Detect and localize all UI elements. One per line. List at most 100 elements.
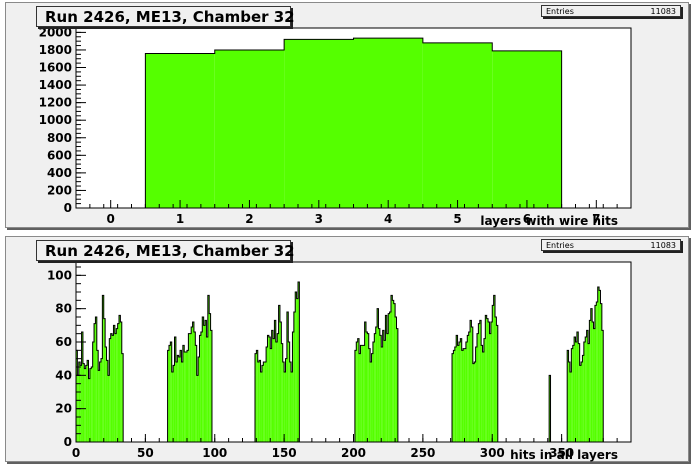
histogram-bin [202,317,204,442]
x-axis-title: layers with wire hits [480,214,618,228]
histogram-bin [367,333,369,442]
histogram-bin [590,308,593,442]
histogram-bin [585,337,587,442]
histogram-bin [579,365,582,442]
histogram-bin [120,322,122,442]
x-tick-label: 4 [384,212,392,226]
histogram-bin [463,348,465,442]
histogram-bin [597,287,600,442]
histogram-bin [214,49,285,208]
x-tick-label: 250 [410,446,435,460]
histogram-bin [492,305,494,442]
histogram-bin [456,335,458,442]
histogram-bin [568,362,570,442]
histogram-bin [549,375,551,442]
histogram-bin [581,362,583,442]
histogram-bin [356,342,358,442]
histogram-bin [257,362,260,442]
histogram-bin [377,308,379,442]
histogram-bin [354,350,357,442]
histogram-bin [464,348,466,442]
histogram-bin [209,313,211,442]
x-tick-label: 5 [453,212,461,226]
histogram-bin [483,338,486,442]
histogram-bin [489,333,491,442]
histogram-bin [574,337,576,442]
histogram-bin [596,302,598,442]
histogram-bin [599,290,601,442]
histogram-bin [385,315,387,442]
stats-box: Entries 11083 [541,5,681,17]
histogram-bin [182,345,185,442]
histogram-bin [117,323,120,442]
histogram-bin [592,322,594,442]
histogram-bin [392,300,394,442]
histogram-bin [110,333,113,442]
histogram-bin [395,317,397,442]
stats-box: Entries 11083 [541,239,681,251]
histogram-bin [479,320,482,442]
y-tick-label: 80 [55,302,72,316]
histogram-bin [601,330,604,442]
histogram-bin [461,350,464,442]
histogram-bin [353,38,423,208]
histogram-bin [99,362,101,442]
histogram-bin [486,318,489,442]
stats-entries-label: Entries [546,241,574,250]
histogram-bin [254,353,257,442]
histogram-bin [389,312,391,442]
histogram-bin [365,332,368,442]
histogram-bin [107,375,110,442]
histogram-bin [296,298,298,442]
y-tick-label: 1400 [39,78,72,92]
histogram-bin [360,345,362,442]
chart-title: Run 2426, ME13, Chamber 32 [36,6,295,27]
histogram-bin [422,42,493,208]
histogram-bin [292,332,294,442]
histogram-bin [167,350,169,442]
histogram-bin [175,362,178,442]
y-tick-label: 40 [55,368,72,382]
x-tick-label: 100 [202,446,227,460]
histogram-bin [286,312,289,442]
histogram-bin [112,335,114,442]
x-tick-label: 150 [272,446,297,460]
histogram-outline [75,281,604,442]
histogram-bin [88,378,90,442]
histogram-bin [192,322,194,442]
histogram-bin [85,365,88,442]
histogram-bin [121,353,124,442]
stats-entries-value: 11083 [650,7,676,16]
histogram-bin [375,327,378,442]
histogram-bin [102,295,104,442]
histogram-bin [109,338,111,442]
x-tick-label: 0 [72,446,80,460]
y-tick-label: 0 [64,201,72,215]
histogram-bin [100,358,103,442]
layers-histogram-plot: 0 200 400 600 800 1000 1200 1400 1600 1800 2000 0 1 2… [39,25,632,228]
histogram-bin [390,295,393,442]
histogram-bin [384,340,386,442]
x-tick-label: 2 [245,212,253,226]
histogram-bin [105,347,107,442]
histogram-bin [492,50,562,208]
histogram-bin [378,328,380,442]
histogram-bin [168,345,171,442]
histogram-bin [281,343,283,442]
histogram-outline [144,37,563,208]
histogram-bin [87,360,89,442]
histogram-bin [206,337,208,442]
histogram-bin [200,332,203,442]
histogram-bin [78,362,81,442]
histogram-bin [485,315,487,442]
histogram-bin [379,335,382,442]
histogram-bin [116,328,118,442]
histogram-bin [368,348,371,442]
histogram-bin [91,367,93,442]
histogram-bin [264,362,267,442]
histogram-bin [94,323,96,442]
histogram-bin [96,350,99,442]
x-tick-label: 1 [176,212,184,226]
histogram-bin [95,317,97,442]
y-tick-label: 0 [64,435,72,449]
